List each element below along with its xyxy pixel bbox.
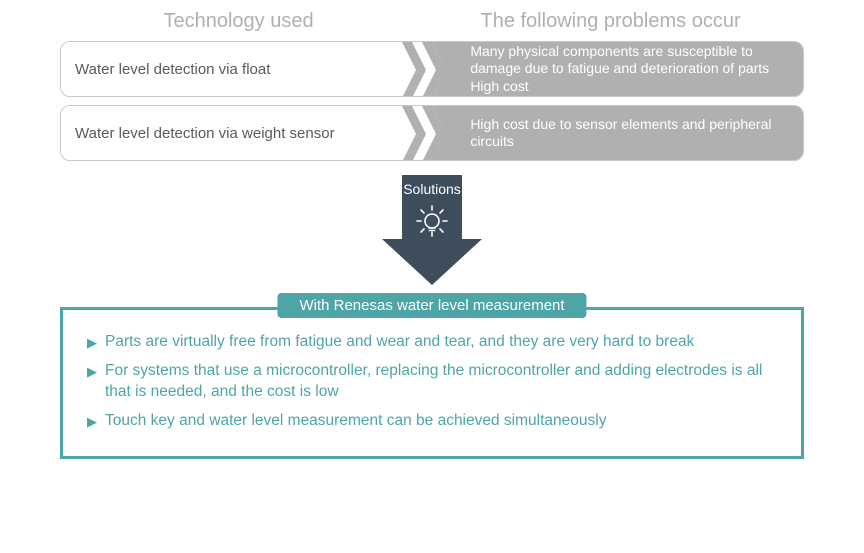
chevron-icon bbox=[402, 106, 456, 160]
problem-row: Water level detection via float Many phy… bbox=[60, 41, 804, 97]
benefit-item: ▶ For systems that use a microcontroller… bbox=[87, 361, 777, 403]
header-problems: The following problems occur bbox=[417, 10, 804, 33]
benefit-text: Touch key and water level measurement ca… bbox=[105, 411, 606, 432]
solutions-arrow: Solutions bbox=[60, 169, 804, 289]
problem-row: Water level detection via weight sensor … bbox=[60, 105, 804, 161]
solution-box: ▶ Parts are virtually free from fatigue … bbox=[60, 307, 804, 459]
benefit-text: Parts are virtually free from fatigue an… bbox=[105, 332, 694, 353]
problem-cell: Many physical components are susceptible… bbox=[456, 42, 803, 96]
header-technology: Technology used bbox=[60, 10, 417, 33]
chevron-icon bbox=[402, 42, 456, 96]
benefit-item: ▶ Touch key and water level measurement … bbox=[87, 411, 777, 432]
lightbulb-icon bbox=[372, 203, 492, 239]
benefit-text: For systems that use a microcontroller, … bbox=[105, 361, 777, 403]
benefit-item: ▶ Parts are virtually free from fatigue … bbox=[87, 332, 777, 353]
headers-row: Technology used The following problems o… bbox=[60, 10, 804, 33]
technology-cell: Water level detection via weight sensor bbox=[61, 106, 402, 160]
problem-cell: High cost due to sensor elements and per… bbox=[456, 106, 803, 160]
solution-section: With Renesas water level measurement ▶ P… bbox=[60, 307, 804, 459]
solutions-label: Solutions bbox=[372, 181, 492, 197]
triangle-bullet-icon: ▶ bbox=[87, 414, 101, 430]
solution-tag: With Renesas water level measurement bbox=[277, 293, 586, 318]
triangle-bullet-icon: ▶ bbox=[87, 364, 101, 380]
triangle-bullet-icon: ▶ bbox=[87, 335, 101, 351]
technology-cell: Water level detection via float bbox=[61, 42, 402, 96]
